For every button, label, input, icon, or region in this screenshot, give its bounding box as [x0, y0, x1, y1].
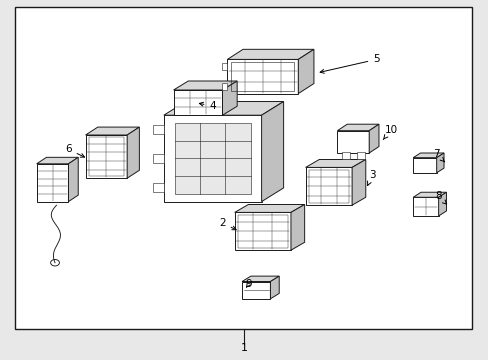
Polygon shape: [305, 167, 351, 205]
Polygon shape: [298, 49, 313, 94]
Bar: [231, 62, 294, 91]
Bar: [308, 170, 348, 203]
Polygon shape: [227, 49, 313, 59]
Bar: [153, 154, 163, 163]
Polygon shape: [412, 153, 443, 158]
Polygon shape: [234, 204, 304, 212]
Polygon shape: [68, 157, 78, 202]
Polygon shape: [222, 81, 237, 115]
Polygon shape: [242, 282, 270, 299]
Polygon shape: [412, 158, 436, 173]
Text: 8: 8: [434, 191, 446, 204]
Polygon shape: [234, 212, 290, 250]
Text: 1: 1: [241, 343, 247, 354]
Text: 10: 10: [383, 125, 397, 140]
Polygon shape: [351, 159, 365, 205]
Bar: [221, 63, 227, 70]
Bar: [153, 125, 163, 134]
Bar: [15, 7, 471, 329]
Polygon shape: [173, 90, 222, 115]
Polygon shape: [85, 127, 139, 135]
Polygon shape: [163, 102, 283, 115]
Polygon shape: [412, 197, 438, 216]
Text: 2: 2: [219, 218, 236, 230]
Polygon shape: [242, 276, 279, 282]
Bar: [153, 183, 163, 192]
Polygon shape: [85, 135, 127, 178]
Text: 4: 4: [199, 101, 216, 111]
Polygon shape: [163, 115, 261, 202]
Polygon shape: [412, 192, 446, 197]
Polygon shape: [227, 59, 298, 94]
Text: 5: 5: [320, 54, 379, 73]
Polygon shape: [368, 124, 378, 153]
Bar: [174, 123, 250, 194]
Text: 3: 3: [367, 170, 375, 185]
Polygon shape: [173, 81, 237, 90]
Bar: [221, 83, 227, 90]
Bar: [88, 137, 124, 176]
Polygon shape: [261, 102, 283, 202]
Text: 6: 6: [65, 144, 84, 157]
Polygon shape: [438, 192, 446, 216]
Polygon shape: [436, 153, 443, 173]
Bar: [356, 152, 364, 159]
Polygon shape: [37, 157, 78, 164]
Polygon shape: [305, 159, 365, 167]
Polygon shape: [127, 127, 139, 178]
Polygon shape: [270, 276, 279, 299]
Text: 7: 7: [432, 149, 444, 162]
Polygon shape: [37, 164, 68, 202]
Polygon shape: [337, 131, 368, 153]
Bar: [342, 152, 349, 159]
Polygon shape: [337, 124, 378, 131]
Bar: [237, 215, 287, 248]
Text: 9: 9: [244, 279, 251, 289]
Polygon shape: [290, 204, 304, 250]
